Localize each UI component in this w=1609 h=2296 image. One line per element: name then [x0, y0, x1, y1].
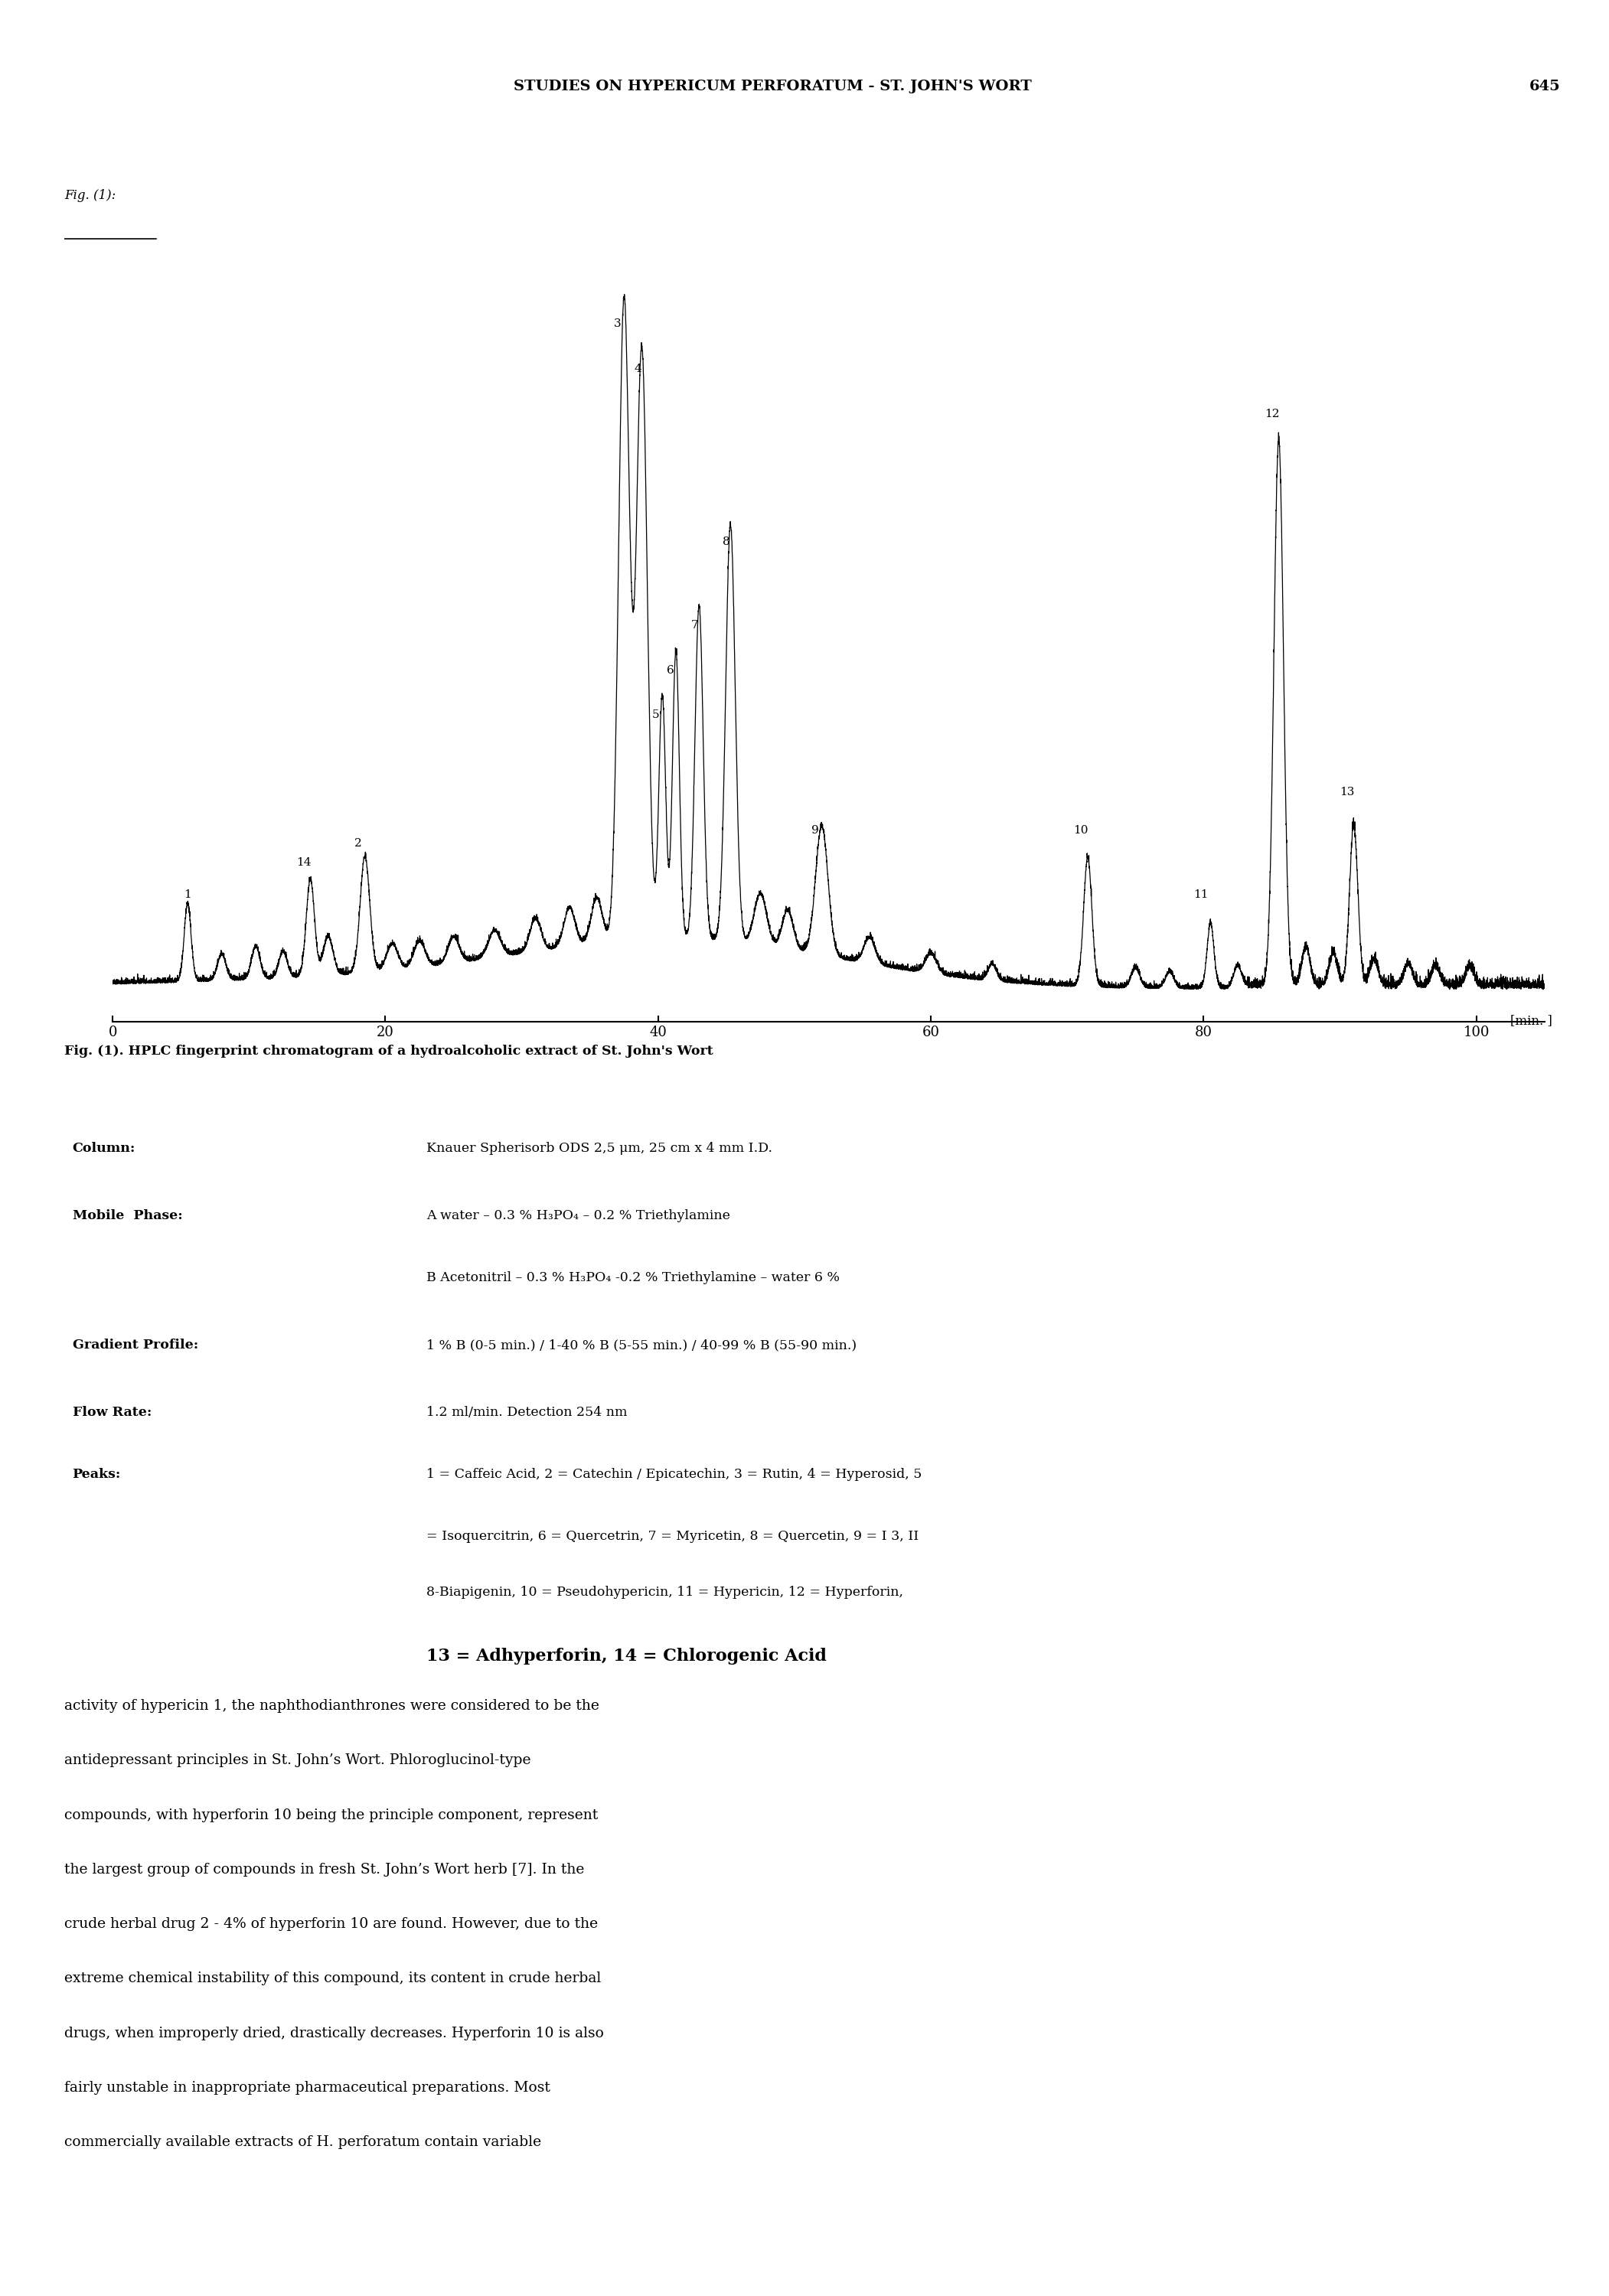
Text: 5: 5 — [652, 709, 660, 721]
Text: 7: 7 — [692, 620, 698, 631]
Text: Flow Rate:: Flow Rate: — [72, 1405, 151, 1419]
Text: Fig. (1). HPLC fingerprint chromatogram of a hydroalcoholic extract of St. John': Fig. (1). HPLC fingerprint chromatogram … — [64, 1045, 713, 1058]
Text: 1 % B (0-5 min.) / 1-40 % B (5-55 min.) / 40-99 % B (55-90 min.): 1 % B (0-5 min.) / 1-40 % B (5-55 min.) … — [426, 1339, 856, 1352]
Text: the largest group of compounds in fresh St. John’s Wort herb [7]. In the: the largest group of compounds in fresh … — [64, 1862, 584, 1876]
Text: extreme chemical instability of this compound, its content in crude herbal: extreme chemical instability of this com… — [64, 1972, 602, 1986]
Text: = Isoquercitrin, 6 = Quercetrin, 7 = Myricetin, 8 = Quercetin, 9 = I 3, II: = Isoquercitrin, 6 = Quercetrin, 7 = Myr… — [426, 1529, 919, 1543]
Text: 10: 10 — [1073, 824, 1088, 836]
Text: 12: 12 — [1265, 409, 1279, 420]
Text: Fig. (1):: Fig. (1): — [64, 188, 116, 202]
Text: [min. ]: [min. ] — [1511, 1015, 1553, 1026]
Text: 4: 4 — [634, 363, 642, 374]
Text: 8: 8 — [722, 537, 730, 546]
Text: 645: 645 — [1530, 80, 1561, 92]
Text: A water – 0.3 % H₃PO₄ – 0.2 % Triethylamine: A water – 0.3 % H₃PO₄ – 0.2 % Triethylam… — [426, 1210, 730, 1221]
Text: activity of hypericin 1, the naphthodianthrones were considered to be the: activity of hypericin 1, the naphthodian… — [64, 1699, 599, 1713]
Text: 11: 11 — [1194, 889, 1208, 900]
Text: 1 = Caffeic Acid, 2 = Catechin / Epicatechin, 3 = Rutin, 4 = Hyperosid, 5: 1 = Caffeic Acid, 2 = Catechin / Epicate… — [426, 1467, 922, 1481]
Text: Mobile  Phase:: Mobile Phase: — [72, 1210, 182, 1221]
Text: 13: 13 — [1339, 788, 1355, 797]
Text: Column:: Column: — [72, 1141, 135, 1155]
Text: crude herbal drug 2 - 4% of hyperforin 10 are found. However, due to the: crude herbal drug 2 - 4% of hyperforin 1… — [64, 1917, 599, 1931]
Text: 9: 9 — [811, 824, 819, 836]
Text: 2: 2 — [354, 838, 362, 850]
Text: B Acetonitril – 0.3 % H₃PO₄ -0.2 % Triethylamine – water 6 %: B Acetonitril – 0.3 % H₃PO₄ -0.2 % Triet… — [426, 1272, 840, 1283]
Text: drugs, when improperly dried, drastically decreases. Hyperforin 10 is also: drugs, when improperly dried, drasticall… — [64, 2027, 603, 2041]
Text: fairly unstable in inappropriate pharmaceutical preparations. Most: fairly unstable in inappropriate pharmac… — [64, 2080, 550, 2094]
Text: 1: 1 — [183, 889, 191, 900]
Text: 1.2 ml/min. Detection 254 nm: 1.2 ml/min. Detection 254 nm — [426, 1405, 628, 1419]
Text: 13 = Adhyperforin, 14 = Chlorogenic Acid: 13 = Adhyperforin, 14 = Chlorogenic Acid — [426, 1649, 827, 1665]
Text: Gradient Profile:: Gradient Profile: — [72, 1339, 198, 1352]
Text: 3: 3 — [613, 319, 621, 328]
Text: antidepressant principles in St. John’s Wort. Phloroglucinol-type: antidepressant principles in St. John’s … — [64, 1754, 531, 1768]
Text: 8-Biapigenin, 10 = Pseudohypericin, 11 = Hypericin, 12 = Hyperforin,: 8-Biapigenin, 10 = Pseudohypericin, 11 =… — [426, 1587, 903, 1598]
Text: 14: 14 — [296, 856, 311, 868]
Text: Peaks:: Peaks: — [72, 1467, 121, 1481]
Text: compounds, with hyperforin 10 being the principle component, represent: compounds, with hyperforin 10 being the … — [64, 1809, 599, 1823]
Text: commercially available extracts of H. perforatum contain variable: commercially available extracts of H. pe… — [64, 2135, 541, 2149]
Text: Knauer Spherisorb ODS 2,5 μm, 25 cm x 4 mm I.D.: Knauer Spherisorb ODS 2,5 μm, 25 cm x 4 … — [426, 1141, 772, 1155]
Text: 6: 6 — [666, 666, 674, 675]
Text: STUDIES ON HYPERICUM PERFORATUM - ST. JOHN'S WORT: STUDIES ON HYPERICUM PERFORATUM - ST. JO… — [513, 80, 1031, 92]
